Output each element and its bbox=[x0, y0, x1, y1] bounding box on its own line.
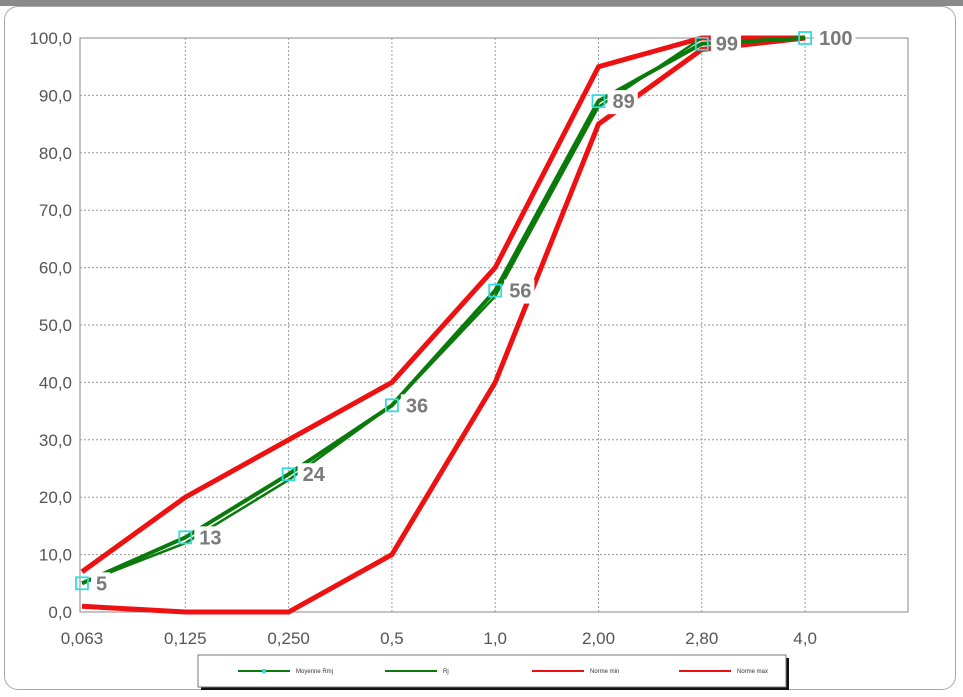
y-tick-label: 70,0 bbox=[39, 201, 72, 220]
series-markers bbox=[75, 31, 812, 591]
x-axis-tick-labels: 0,063 0,125 0,250 0,5 1,0 2,00 2,80 4,0 bbox=[61, 629, 817, 648]
data-label-background bbox=[400, 394, 432, 419]
x-tick-label: 2,00 bbox=[582, 629, 615, 648]
data-point-marker bbox=[281, 467, 296, 482]
y-tick-label: 0,0 bbox=[48, 603, 72, 622]
y-tick-label: 50,0 bbox=[39, 316, 72, 335]
data-label: 99 bbox=[716, 34, 738, 56]
data-label-background bbox=[607, 90, 638, 115]
data-label-background bbox=[194, 526, 225, 551]
data-label-background bbox=[297, 463, 328, 488]
y-tick-label: 80,0 bbox=[39, 144, 72, 163]
y-tick-label: 90,0 bbox=[39, 86, 72, 105]
data-label-background bbox=[504, 279, 535, 304]
data-label-background bbox=[710, 32, 742, 57]
data-point-marker bbox=[591, 94, 606, 109]
x-tick-label: 0,250 bbox=[267, 629, 310, 648]
x-tick-label: 0,125 bbox=[164, 629, 207, 648]
x-tick-label: 4,0 bbox=[793, 629, 817, 648]
series-line-norme-max bbox=[80, 35, 806, 574]
data-point-marker bbox=[75, 576, 89, 591]
y-axis-tick-labels: 0,0 10,0 20,0 30,0 40,0 50,0 60,0 70,0 80,0 90,0 1… bbox=[29, 29, 72, 622]
x-tick-label: 0,5 bbox=[380, 629, 404, 648]
legend-label: Rj bbox=[443, 669, 449, 675]
data-point-marker bbox=[488, 283, 503, 298]
data-label: 36 bbox=[406, 395, 428, 417]
y-tick-label: 60,0 bbox=[39, 259, 72, 278]
data-point-marker bbox=[384, 398, 399, 413]
data-point-marker bbox=[694, 36, 709, 51]
y-tick-label: 20,0 bbox=[39, 488, 72, 507]
x-tick-label: 1,0 bbox=[483, 629, 507, 648]
legend-marker bbox=[262, 669, 266, 673]
y-tick-label: 100,0 bbox=[29, 29, 72, 48]
data-label-background bbox=[814, 27, 856, 51]
data-label: 89 bbox=[613, 91, 635, 113]
data-point-marker bbox=[178, 530, 193, 545]
data-label-background bbox=[91, 572, 111, 597]
data-labels: 5 13 24 36 56 89 99 100 bbox=[91, 27, 856, 597]
chart-legend: Moyenne Rmj Rj Norme min Norme max bbox=[197, 654, 789, 690]
legend-label: Moyenne Rmj bbox=[296, 669, 333, 675]
legend-label: Norme min bbox=[590, 669, 619, 675]
window-top-bar bbox=[0, 0, 963, 6]
data-label: 13 bbox=[199, 527, 221, 549]
data-point-marker bbox=[798, 31, 812, 45]
series-line-norme-min bbox=[81, 35, 806, 615]
y-tick-label: 40,0 bbox=[39, 373, 72, 392]
data-label: 100 bbox=[819, 28, 852, 50]
y-tick-label: 30,0 bbox=[39, 431, 72, 450]
x-tick-label: 0,063 bbox=[61, 629, 104, 648]
x-tick-label: 2,80 bbox=[685, 629, 718, 648]
data-label: 56 bbox=[509, 281, 531, 303]
legend-label: Norme max bbox=[737, 669, 768, 675]
y-tick-label: 10,0 bbox=[39, 546, 72, 565]
data-label: 24 bbox=[303, 464, 326, 486]
data-label: 5 bbox=[96, 573, 107, 595]
